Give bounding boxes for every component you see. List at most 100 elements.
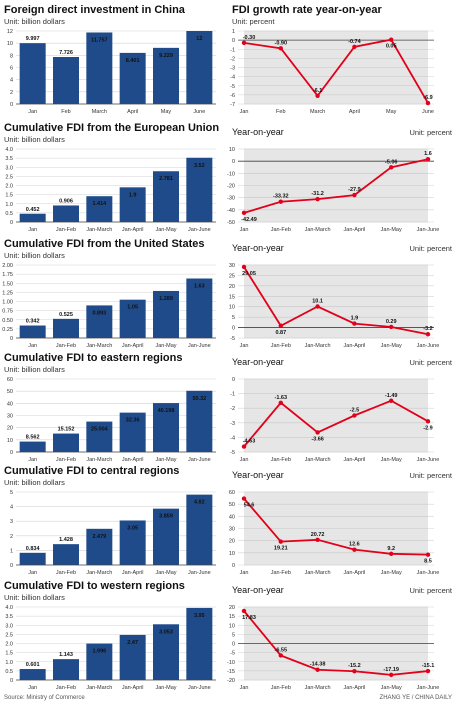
- data-point: [389, 324, 394, 330]
- y-tick-label: -3: [230, 66, 235, 72]
- y-tick-label: 1.00: [2, 300, 13, 306]
- y-tick-label: 0: [232, 159, 235, 165]
- y-tick-label: 1.25: [2, 290, 13, 296]
- bar: [119, 634, 146, 680]
- data-label: -15.2: [348, 663, 361, 669]
- y-tick-label: 30: [229, 263, 235, 269]
- data-label: 3.52: [194, 163, 205, 169]
- data-label: 29.05: [242, 271, 256, 277]
- x-tick-label: Jan-June: [417, 343, 440, 349]
- data-label: 0.452: [26, 207, 40, 213]
- series-line: [243, 497, 429, 556]
- y-tick-label: 3.0: [5, 623, 13, 629]
- y-tick-label: 30: [7, 414, 13, 420]
- series-line: [243, 610, 429, 676]
- data-label: 50.32: [192, 396, 206, 402]
- chart-title: FDI growth rate year-on-year: [232, 4, 382, 16]
- x-tick-label: Jan-Feb: [56, 457, 76, 463]
- y-tick-label: 0: [10, 450, 13, 456]
- data-label: 40.198: [158, 408, 175, 414]
- bar: [53, 57, 79, 104]
- y-tick-label: 0.50: [2, 318, 13, 324]
- y-tick-label: -5: [230, 84, 235, 90]
- data-label: 2.479: [92, 534, 106, 540]
- y-tick-label: -5: [230, 651, 235, 657]
- x-tick-label: Jan: [28, 343, 37, 349]
- y-tick-label: 5: [10, 490, 13, 496]
- x-tick-label: Jan-May: [155, 227, 176, 233]
- x-tick-label: Jan: [28, 457, 37, 463]
- data-label: 1.6: [424, 151, 432, 157]
- bar: [86, 528, 113, 565]
- data-label: -4.63: [243, 439, 256, 445]
- data-label: 0.87: [275, 330, 286, 336]
- y-tick-label: 10: [7, 41, 13, 47]
- bar: [53, 318, 79, 338]
- data-point: [425, 419, 431, 424]
- data-label: 3.95: [194, 613, 205, 619]
- x-tick-label: Jan-Feb: [56, 685, 76, 691]
- unit-label: Unit: billion dollars: [4, 478, 65, 487]
- data-label: -14.38: [310, 662, 326, 668]
- unit-label: Unit: percent: [409, 244, 452, 253]
- bar: [53, 433, 79, 452]
- bar: [186, 494, 213, 565]
- y-tick-label: 3: [10, 519, 13, 525]
- x-tick-label: Jan-June: [188, 343, 211, 349]
- bar: [86, 643, 113, 680]
- bar: [19, 441, 46, 452]
- data-label: -0.90: [275, 40, 288, 46]
- data-label: -3.66: [311, 436, 324, 442]
- data-point: [389, 551, 394, 557]
- data-label: 1.05: [127, 305, 138, 311]
- y-tick-label: -30: [227, 196, 235, 202]
- data-point: [389, 37, 394, 42]
- data-label: 1.289: [159, 296, 173, 302]
- data-label: -42.49: [241, 217, 257, 223]
- x-tick-label: May: [386, 109, 397, 115]
- data-label: -6.9: [423, 95, 432, 101]
- bar: [53, 205, 79, 222]
- y-tick-label: 20: [229, 284, 235, 290]
- x-tick-label: Jan-June: [417, 570, 440, 576]
- data-label: 0.893: [92, 310, 106, 316]
- data-label: 0.525: [59, 312, 73, 318]
- x-tick-label: Jan: [240, 685, 249, 691]
- y-tick-label: 2.5: [5, 632, 13, 638]
- data-label: 3.053: [159, 629, 173, 635]
- series-line: [243, 158, 429, 214]
- y-tick-label: 10: [229, 623, 235, 629]
- x-tick-label: Jan-Feb: [271, 685, 291, 691]
- x-tick-label: Jan: [28, 227, 37, 233]
- chart-2: Cumulative FDI from the European UnionUn…: [4, 122, 219, 233]
- y-tick-label: 0: [10, 336, 13, 342]
- plot-area: [16, 492, 216, 565]
- x-tick-label: Jan-June: [188, 685, 211, 691]
- data-label: 0.05: [386, 44, 397, 50]
- y-tick-label: -4: [230, 75, 235, 81]
- x-tick-label: Jan: [240, 343, 249, 349]
- shaded-region: [244, 265, 428, 338]
- y-tick-label: 60: [7, 377, 13, 383]
- data-label: -2.5: [350, 408, 359, 414]
- data-label: 12.6: [349, 542, 360, 548]
- y-tick-label: 15: [229, 294, 235, 300]
- data-label: -6.55: [275, 647, 288, 653]
- y-tick-label: 1.5: [5, 651, 13, 657]
- x-tick-label: Jan-April: [344, 570, 366, 576]
- y-tick-label: -6: [230, 93, 235, 99]
- y-tick-label: 2.5: [5, 174, 13, 180]
- y-tick-label: 20: [7, 426, 13, 432]
- data-point: [315, 667, 320, 672]
- chart-title: Cumulative FDI from the European Union: [4, 122, 219, 134]
- y-tick-label: 1.50: [2, 281, 13, 287]
- x-tick-label: Jan-Feb: [271, 227, 291, 233]
- y-tick-label: -2: [230, 56, 235, 62]
- y-tick-label: 0.75: [2, 309, 13, 315]
- y-tick-label: 50: [229, 502, 235, 508]
- x-tick-label: Jan-May: [381, 343, 402, 349]
- y-tick-label: 10: [229, 147, 235, 153]
